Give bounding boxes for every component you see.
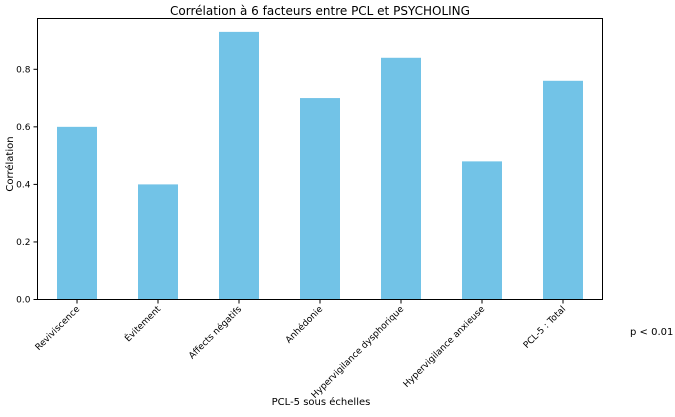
y-axis-label: Corrélation: [4, 136, 16, 191]
y-tick-label: 0.6: [16, 123, 31, 133]
bar-5: [381, 57, 421, 300]
significance-annotation: p < 0.01: [630, 327, 673, 338]
x-tick-label: Hypervigilance dysphorique: [310, 304, 406, 400]
x-tick-label: Anhédonie: [283, 304, 325, 346]
y-tick-label: 0.2: [16, 238, 30, 248]
bar-4: [300, 98, 340, 300]
x-axis: Reviviscence Évitement Affects négatifs Anh…: [34, 299, 568, 401]
x-tick-label: Hypervigilance anxieuse: [402, 304, 488, 390]
y-tick-label: 0.8: [16, 65, 31, 75]
bar-6: [462, 161, 502, 300]
y-tick-label: 0.4: [16, 180, 31, 190]
y-axis: 0.0 0.2 0.4 0.6 0.8: [16, 65, 38, 306]
x-tick-label: Évitement: [122, 303, 163, 344]
x-tick-label: Affects négatifs: [187, 304, 245, 362]
bar-1: [57, 126, 97, 300]
x-tick-label: PCL-5 : Total: [522, 305, 568, 351]
bar-7: [543, 80, 583, 300]
bar-3: [219, 31, 259, 300]
plot-frame: [37, 18, 603, 300]
x-axis-label: PCL-5 sous échelles: [272, 396, 371, 408]
x-tick-label: Reviviscence: [34, 304, 83, 353]
bars-group: [57, 31, 583, 300]
bar-2: [138, 184, 178, 300]
chart-title: Corrélation à 6 facteurs entre PCL et PS…: [170, 4, 470, 18]
y-tick-label: 0.0: [16, 296, 31, 306]
